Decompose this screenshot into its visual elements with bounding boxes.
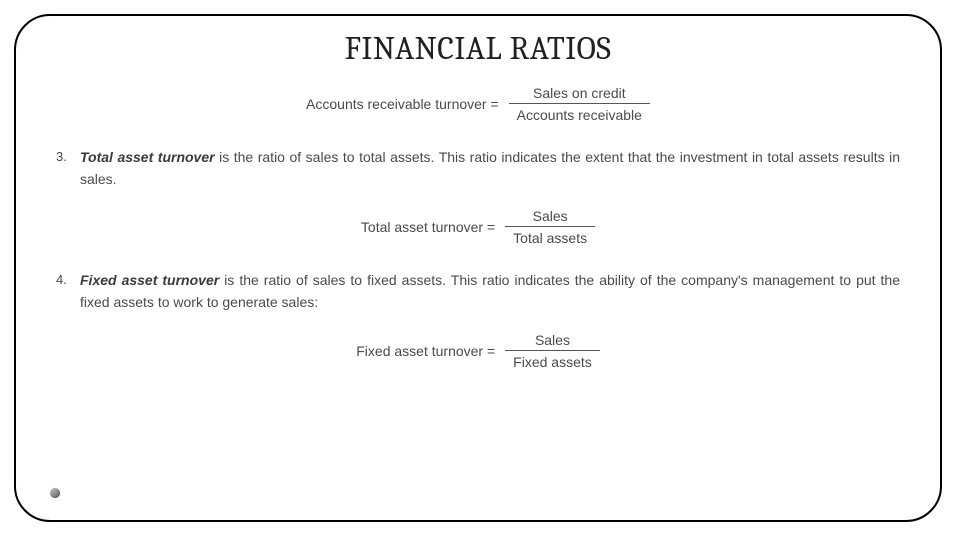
fraction-numerator: Sales on credit [525, 85, 634, 103]
item-term: Fixed asset turnover [80, 272, 219, 288]
formula-label: Fixed asset turnover = [356, 343, 495, 359]
fraction-numerator: Sales [527, 332, 578, 350]
list-item-3: 3. Total asset turnover is the ratio of … [56, 147, 900, 190]
fraction-denominator: Accounts receivable [509, 104, 650, 123]
fraction: Sales Total assets [505, 208, 595, 246]
fraction-numerator: Sales [525, 208, 576, 226]
slide-content: Accounts receivable turnover = Sales on … [16, 85, 940, 370]
decorative-bullet-icon [50, 488, 60, 498]
item-term: Total asset turnover [80, 149, 215, 165]
formula-label: Total asset turnover = [361, 219, 495, 235]
item-number: 4. [56, 270, 80, 313]
fraction: Sales Fixed assets [505, 332, 600, 370]
item-number: 3. [56, 147, 80, 190]
formula-fixed-asset-turnover: Fixed asset turnover = Sales Fixed asset… [56, 332, 900, 370]
fraction-denominator: Fixed assets [505, 351, 600, 370]
formula-label: Accounts receivable turnover = [306, 96, 499, 112]
list-item-4: 4. Fixed asset turnover is the ratio of … [56, 270, 900, 313]
formula-accounts-receivable-turnover: Accounts receivable turnover = Sales on … [56, 85, 900, 123]
slide-frame: FINANCIAL RATIOS Accounts receivable tur… [14, 14, 942, 522]
fraction-denominator: Total assets [505, 227, 595, 246]
item-body: Fixed asset turnover is the ratio of sal… [80, 270, 900, 313]
fraction: Sales on credit Accounts receivable [509, 85, 650, 123]
formula-total-asset-turnover: Total asset turnover = Sales Total asset… [56, 208, 900, 246]
item-body: Total asset turnover is the ratio of sal… [80, 147, 900, 190]
page-title: FINANCIAL RATIOS [16, 30, 940, 67]
